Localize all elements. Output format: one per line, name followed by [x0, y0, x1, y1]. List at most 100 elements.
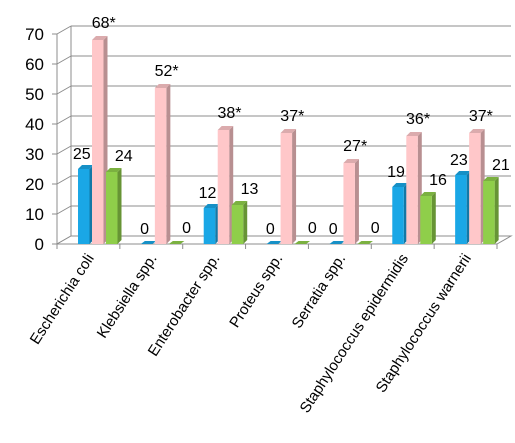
- bar: [154, 84, 171, 244]
- gridline-depth: [56, 115, 72, 125]
- data-label: 38*: [217, 105, 241, 122]
- bar: [231, 201, 248, 244]
- x-category-label: Klebsiella spp.: [94, 251, 161, 341]
- data-label: 0: [140, 221, 149, 238]
- bar-side: [494, 177, 499, 244]
- bar-side: [243, 201, 248, 244]
- x-category-label: Proteus spp.: [226, 251, 286, 331]
- data-label: 27*: [343, 138, 367, 155]
- data-label: 0: [329, 221, 338, 238]
- bars: [78, 36, 499, 244]
- data-label: 16: [429, 172, 447, 189]
- bar-front: [455, 175, 467, 244]
- gridline-depth: [56, 25, 72, 35]
- bar: [106, 168, 122, 244]
- bar-top: [357, 241, 373, 244]
- y-tick-label: 30: [25, 145, 44, 164]
- bar-side: [117, 168, 122, 244]
- gridline-depth: [56, 145, 72, 155]
- bar-top: [78, 165, 94, 169]
- x-category-label: Enterobacter spp.: [145, 251, 224, 360]
- bar: [92, 36, 108, 244]
- bar-top: [92, 36, 108, 40]
- y-tick-labels: 0 10 20 30 40 50 60 70: [25, 25, 44, 254]
- bar: [455, 171, 471, 244]
- data-label: 52*: [155, 63, 179, 80]
- bar-side: [354, 159, 359, 244]
- y-tick-label: 20: [25, 175, 44, 194]
- gridline-depth: [56, 85, 72, 95]
- bar: [294, 241, 311, 244]
- bar-front: [469, 133, 481, 244]
- bar-front: [420, 196, 432, 244]
- y-tick-label: 0: [35, 235, 44, 254]
- bar: [343, 159, 359, 244]
- bar-top: [483, 177, 499, 181]
- data-label: 21: [492, 157, 510, 174]
- bar-top: [231, 201, 248, 205]
- gridline-depth: [56, 175, 72, 185]
- y-tick-label: 50: [25, 85, 44, 104]
- bar-top: [455, 171, 471, 175]
- data-label: 68*: [92, 15, 116, 32]
- bar-top: [266, 241, 283, 244]
- bar-top: [217, 126, 234, 130]
- data-label: 24: [115, 148, 133, 165]
- bar-top: [294, 241, 311, 244]
- bar-side: [166, 84, 171, 244]
- bar: [406, 132, 422, 244]
- bar-side: [431, 192, 436, 244]
- bar: [140, 241, 157, 244]
- bar-top: [392, 183, 408, 187]
- y-tick-label: 70: [25, 25, 44, 44]
- x-category-label: Staphylococcus epidermidis: [297, 251, 413, 416]
- bar-front: [92, 40, 104, 244]
- bar-front: [483, 181, 495, 244]
- gridline-depth: [56, 55, 72, 65]
- x-category-label: Escherichia coli: [27, 251, 98, 348]
- bar-top: [329, 241, 345, 244]
- data-label: 0: [308, 220, 317, 237]
- y-tick-label: 60: [25, 55, 44, 74]
- bar: [469, 129, 485, 244]
- bar-top: [406, 132, 422, 136]
- bar-front: [343, 163, 355, 244]
- data-label: 36*: [406, 111, 430, 128]
- gridline-depth: [56, 205, 72, 215]
- bar-front: [280, 133, 293, 244]
- bar-top: [154, 84, 171, 88]
- bar-side: [292, 129, 297, 244]
- data-label: 0: [371, 220, 380, 237]
- bar: [329, 241, 345, 244]
- bar-top: [168, 241, 185, 244]
- bar: [203, 204, 220, 244]
- bar-top: [343, 159, 359, 163]
- bar-front: [231, 205, 244, 244]
- data-label: 0: [266, 221, 275, 238]
- bar: [420, 192, 436, 244]
- bar-top: [280, 129, 297, 133]
- bar-top: [203, 204, 220, 208]
- bar: [280, 129, 297, 244]
- bar: [483, 177, 499, 244]
- bar-front: [78, 169, 90, 244]
- bar-front: [217, 130, 230, 244]
- bar-front: [203, 208, 216, 244]
- bar: [78, 165, 94, 244]
- x-category-label: Serratia spp.: [289, 251, 350, 332]
- bar-top: [469, 129, 485, 133]
- data-label: 19: [387, 164, 405, 181]
- bar: [168, 241, 185, 244]
- bar: [266, 241, 283, 244]
- data-label: 12: [199, 185, 217, 202]
- bar: [357, 241, 373, 244]
- data-label: 37*: [469, 108, 493, 125]
- bar-top: [140, 241, 157, 244]
- bar-front: [154, 88, 167, 244]
- data-label: 25: [73, 146, 91, 163]
- data-label: 0: [182, 220, 191, 237]
- bar: [217, 126, 234, 244]
